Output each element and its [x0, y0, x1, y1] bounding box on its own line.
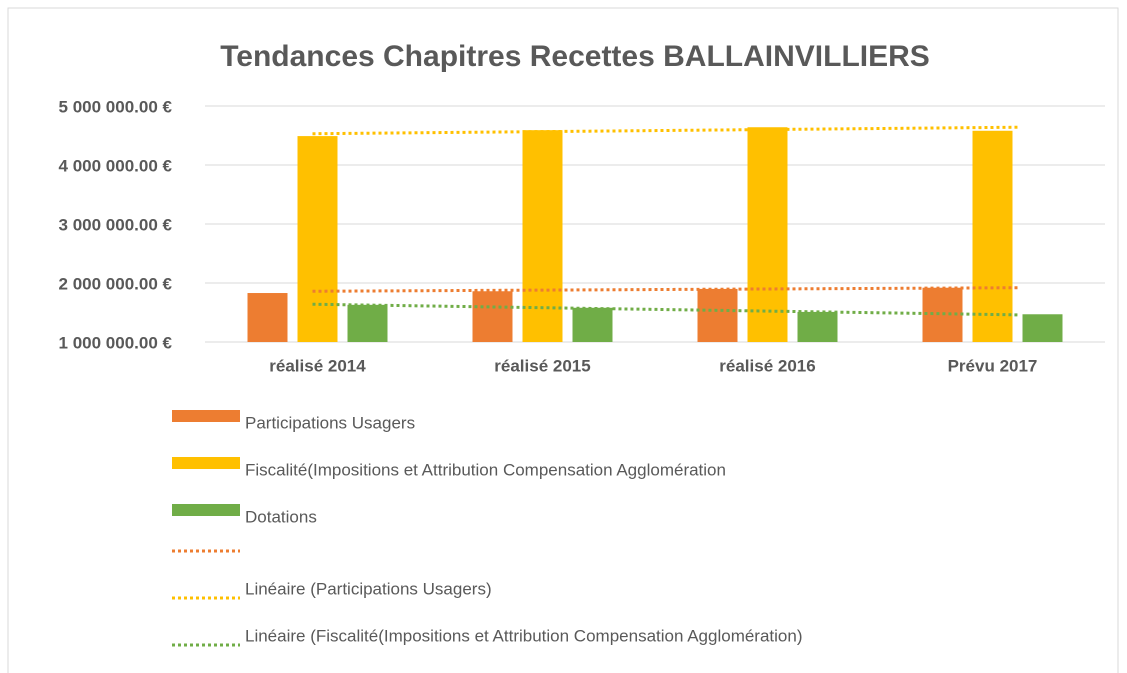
- legend-label: Dotations: [245, 507, 317, 526]
- bar: [472, 291, 513, 342]
- legend-label: Linéaire (Participations Usagers): [245, 579, 492, 598]
- bar: [247, 293, 288, 342]
- x-tick-label: Prévu 2017: [948, 356, 1038, 375]
- bar: [572, 307, 613, 342]
- legend-label: Linéaire (Fiscalité(Impositions et Attri…: [245, 626, 803, 645]
- y-tick-label: 3 000 000.00 €: [59, 215, 173, 234]
- bar: [297, 136, 338, 342]
- legend-label: Participations Usagers: [245, 413, 415, 432]
- y-tick-label: 1 000 000.00 €: [59, 333, 173, 352]
- legend-swatch: [172, 457, 240, 469]
- legend-label: Fiscalité(Impositions et Attribution Com…: [245, 460, 726, 479]
- chart-title: Tendances Chapitres Recettes BALLAINVILL…: [220, 40, 930, 73]
- x-tick-label: réalisé 2015: [494, 356, 590, 375]
- legend-swatch: [172, 504, 240, 516]
- y-tick-label: 5 000 000.00 €: [59, 97, 173, 116]
- bar: [747, 127, 788, 343]
- bar: [797, 311, 838, 342]
- x-tick-label: réalisé 2016: [719, 356, 815, 375]
- x-tick-label: réalisé 2014: [269, 356, 366, 375]
- y-tick-label: 4 000 000.00 €: [59, 156, 173, 175]
- bar: [972, 130, 1013, 342]
- bar: [347, 304, 388, 342]
- bar: [697, 288, 738, 342]
- legend-swatch: [172, 410, 240, 422]
- bar: [522, 130, 563, 342]
- bar: [1022, 314, 1063, 342]
- y-tick-label: 2 000 000.00 €: [59, 274, 173, 293]
